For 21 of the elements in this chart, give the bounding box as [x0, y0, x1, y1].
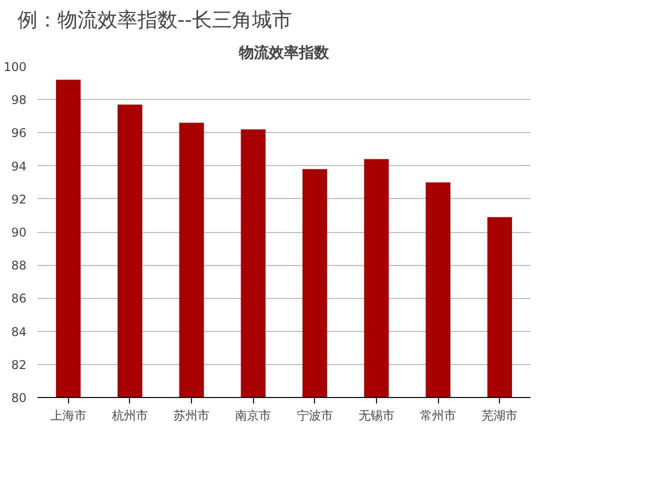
- x-tick-label: 芜湖市: [482, 408, 518, 422]
- x-tick-label: 杭州市: [110, 408, 148, 422]
- x-tick-label: 上海市: [50, 408, 86, 422]
- y-tick-label: 84: [11, 324, 27, 339]
- y-tick-label: 100: [4, 60, 26, 74]
- x-tick-label: 南京市: [235, 408, 272, 422]
- y-tick-label: 94: [11, 159, 27, 174]
- x-tick-label: 无锡市: [358, 408, 394, 422]
- y-tick-label: 90: [11, 226, 27, 240]
- y-tick-label: 80: [11, 391, 27, 405]
- y-tick-label: 82: [11, 358, 27, 372]
- chart-subtitle: 物流效率指数: [238, 44, 330, 62]
- x-tick-label: 宁波市: [296, 408, 333, 422]
- y-tick-label: 96: [11, 126, 27, 140]
- y-tick-label: 98: [11, 93, 27, 108]
- x-tick-label: 常州市: [420, 408, 456, 422]
- y-tick-label: 86: [11, 292, 27, 306]
- x-tick-label: 苏州市: [174, 408, 210, 422]
- y-tick-label: 88: [11, 258, 27, 273]
- chart-title: 例：物流效率指数--长三角城市: [18, 8, 292, 32]
- y-tick-label: 92: [11, 192, 27, 206]
